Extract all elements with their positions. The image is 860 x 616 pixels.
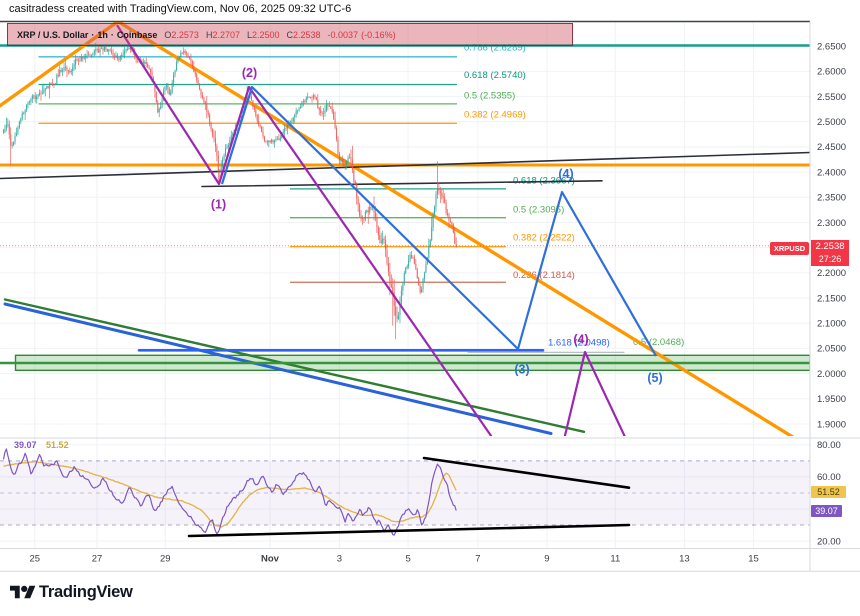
attribution-text: casitradess created with TradingView.com… — [9, 3, 352, 15]
svg-text:0.5 (2.5355): 0.5 (2.5355) — [464, 91, 515, 102]
low-label: L — [246, 29, 252, 40]
trendline-upper — [0, 151, 810, 180]
svg-text:2.3000: 2.3000 — [817, 218, 846, 229]
wave-label: (2) — [242, 66, 257, 80]
svg-text:2.4000: 2.4000 — [817, 167, 846, 178]
wave-label: (4) — [558, 167, 573, 181]
svg-text:5: 5 — [405, 554, 410, 565]
exchange-label[interactable]: Coinbase — [116, 29, 158, 40]
wave-label: (3) — [514, 362, 529, 376]
svg-text:0.382 (2.2522): 0.382 (2.2522) — [513, 233, 575, 244]
svg-text:2.0500: 2.0500 — [817, 344, 846, 355]
svg-text:27: 27 — [92, 554, 103, 565]
svg-text:7: 7 — [475, 554, 480, 565]
purple-wave: (1) (2) (4) — [116, 24, 626, 436]
svg-text:80.00: 80.00 — [817, 440, 841, 451]
blue-wave: (3) (4) (5) — [220, 85, 663, 385]
orange-rising — [0, 22, 120, 108]
svg-text:0.786 (2.6289): 0.786 (2.6289) — [464, 43, 526, 54]
svg-text:29: 29 — [160, 554, 171, 565]
svg-text:2.6000: 2.6000 — [817, 67, 846, 78]
legend-separator-1: · — [91, 29, 95, 40]
svg-text:2.1500: 2.1500 — [817, 293, 846, 304]
svg-text:1.9000: 1.9000 — [817, 419, 846, 430]
svg-text:0.382 (2.4969): 0.382 (2.4969) — [464, 110, 526, 121]
legend-separator-2: · — [110, 29, 114, 40]
blue-diagonal — [3, 302, 553, 435]
open-value: 2.2573 — [171, 29, 199, 40]
rsi-wedge-line — [422, 456, 631, 490]
time-axis[interactable]: 25 27 29 Nov 3 5 7 9 11 13 15 — [30, 554, 759, 565]
svg-text:2.0000: 2.0000 — [817, 369, 846, 380]
rsi-status-row: 39.07 51.52 — [14, 440, 69, 450]
wave-label: (1) — [211, 197, 226, 211]
svg-text:2.5000: 2.5000 — [817, 117, 846, 128]
candles-layer — [2, 42, 457, 340]
wave-label: (4) — [573, 332, 588, 346]
svg-text:13: 13 — [679, 554, 690, 565]
trendline-support — [201, 180, 603, 188]
svg-text:20.00: 20.00 — [817, 536, 841, 547]
svg-text:0.236 (2.1814): 0.236 (2.1814) — [513, 270, 575, 281]
price-axis[interactable]: 2.6500 2.6000 2.5500 2.5000 2.4500 2.4000 2.35… — [817, 42, 846, 548]
wave-label: (5) — [647, 371, 662, 385]
rsi-value-axis-badge: 39.07 — [811, 505, 842, 517]
svg-text:11: 11 — [610, 554, 620, 565]
svg-text:0.5 (2.3095): 0.5 (2.3095) — [513, 205, 564, 216]
orange-falling — [116, 22, 795, 436]
close-label: C — [286, 29, 294, 40]
svg-text:2.2000: 2.2000 — [817, 268, 846, 279]
change-percent: (-0.16%) — [361, 29, 396, 40]
tradingview-logo-icon — [10, 585, 35, 599]
high-label: H — [205, 29, 213, 40]
svg-text:2.1000: 2.1000 — [817, 319, 846, 330]
svg-text:2.3500: 2.3500 — [817, 193, 846, 204]
svg-text:60.00: 60.00 — [817, 472, 841, 483]
svg-text:0.618 (2.5740): 0.618 (2.5740) — [464, 70, 526, 81]
svg-text:Nov: Nov — [261, 554, 280, 565]
symbol-legend[interactable]: XRP / U.S. Dollar · 1h · Coinbase O 2.25… — [7, 23, 573, 46]
close-value: 2.2538 — [293, 29, 321, 40]
chart-frame — [0, 20, 860, 572]
rsi-wedge-line — [187, 523, 631, 538]
last-price-badge: 2.2538 27:26 — [811, 240, 849, 266]
rsi-ma-value: 51.52 — [46, 440, 69, 450]
price-pane: 0.786 (2.6289) 0.618 (2.5740) 0.5 (2.5355)… — [0, 22, 810, 436]
open-label: O — [164, 29, 172, 40]
rsi-ma-axis-badge: 51.52 — [811, 486, 846, 498]
rsi-pane — [0, 448, 810, 538]
svg-text:15: 15 — [748, 554, 759, 565]
fib-ext-label: 1.618 (2.0498) — [548, 338, 610, 349]
svg-text:25: 25 — [30, 554, 41, 565]
last-price-value: 2.2538 — [815, 241, 845, 252]
change-value: -0.0037 — [327, 29, 359, 40]
symbol-name[interactable]: XRP / U.S. Dollar — [17, 29, 89, 40]
interval-label[interactable]: 1h — [97, 29, 108, 40]
svg-text:2.6500: 2.6500 — [817, 42, 846, 53]
symbol-price-tag: XRPUSD — [770, 242, 809, 255]
svg-text:2.4500: 2.4500 — [817, 142, 846, 153]
fib-ext-label: 0.5 (2.0468) — [633, 337, 684, 348]
green-diagonal — [3, 298, 586, 433]
tradingview-logo[interactable]: TradingView — [10, 583, 133, 603]
svg-text:3: 3 — [337, 554, 342, 565]
svg-text:9: 9 — [544, 554, 549, 565]
tradingview-logo-text: TradingView — [39, 583, 133, 602]
low-value: 2.2500 — [251, 29, 280, 40]
svg-text:2.5500: 2.5500 — [817, 92, 846, 103]
candle-countdown: 27:26 — [818, 254, 842, 264]
svg-text:1.9500: 1.9500 — [817, 394, 846, 405]
rsi-value: 39.07 — [14, 440, 37, 450]
high-value: 2.2707 — [212, 29, 240, 40]
